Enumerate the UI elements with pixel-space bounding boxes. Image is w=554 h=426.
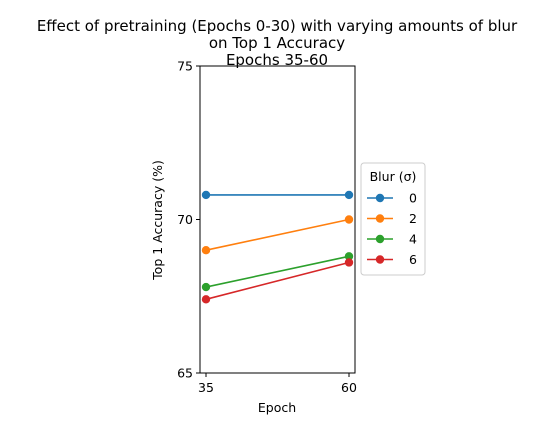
legend: Blur (σ) 0 2 4 6 [360,162,426,276]
series-line [205,261,350,301]
series-4 [201,252,354,292]
x-axis-label: Epoch [258,400,296,415]
x-tick-label: 60 [341,380,357,395]
chart-title: Effect of pretraining (Epochs 0-30) with… [37,17,518,69]
legend-item: 4 [367,232,417,247]
series-line [205,255,350,288]
legend-swatch-marker [375,234,385,244]
legend-label: 0 [409,191,417,206]
legend-item: 2 [367,211,417,226]
series-layer [201,190,354,304]
chart-title-line-3: Epochs 35-60 [226,51,328,69]
legend-items: 0 2 4 6 [367,191,417,267]
data-point [344,252,354,261]
data-point [201,282,211,292]
data-point [201,190,211,200]
legend-label: 4 [409,232,417,247]
y-axis-label: Top 1 Accuracy (%) [150,160,165,281]
legend-swatch-marker [375,255,385,264]
data-point [344,258,354,267]
plot-frame [199,65,356,374]
series-2 [201,215,354,255]
y-tick-label: 70 [177,212,193,227]
data-point [201,246,211,255]
legend-item: 0 [367,191,417,206]
series-line [205,218,350,251]
y-tick-label: 65 [177,366,193,381]
legend-item: 6 [367,252,417,267]
legend-swatch-marker [375,193,385,203]
y-tick-label: 75 [177,59,193,74]
x-axis-ticks: 35 60 [198,373,357,395]
series-6 [201,258,354,304]
legend-label: 6 [409,252,417,267]
x-tick-label: 35 [198,380,214,395]
series-0 [201,190,354,200]
data-point [201,295,211,304]
y-axis-ticks: 65 70 75 [177,59,200,381]
data-point [344,215,354,224]
legend-label: 2 [409,211,417,226]
legend-swatch-marker [375,214,385,223]
data-point [344,190,354,200]
chart-title-line-2: on Top 1 Accuracy [209,34,345,52]
legend-title: Blur (σ) [370,169,417,184]
chart-title-line-1: Effect of pretraining (Epochs 0-30) with… [37,17,518,35]
